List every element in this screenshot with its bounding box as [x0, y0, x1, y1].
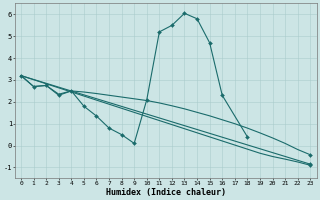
X-axis label: Humidex (Indice chaleur): Humidex (Indice chaleur) [106, 188, 226, 197]
